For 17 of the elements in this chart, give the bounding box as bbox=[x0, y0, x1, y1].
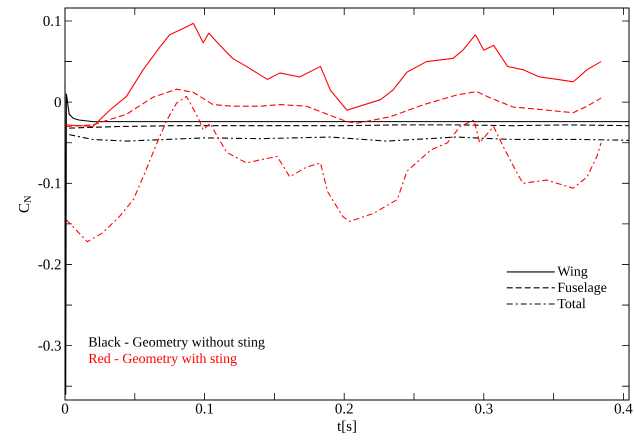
annotation: Red - Geometry with sting bbox=[88, 353, 237, 366]
x-tick-label: 0.1 bbox=[196, 404, 214, 414]
x-axis-title: t[s] bbox=[337, 420, 356, 433]
y-tick-label: -0.2 bbox=[38, 259, 61, 270]
y-axis-title: C$_{N}$ bbox=[18, 196, 31, 212]
x-tick-label: 0 bbox=[62, 404, 68, 414]
x-tick-label: 0.2 bbox=[335, 404, 353, 414]
x-tick-label: 0.4 bbox=[614, 404, 633, 414]
legend-label: Wing bbox=[557, 266, 588, 279]
legend-label: Total bbox=[558, 298, 586, 308]
y-tick-label: 0.1 bbox=[43, 16, 61, 26]
y-tick-label: -0.1 bbox=[38, 178, 61, 188]
legend-label: Fuselage bbox=[558, 282, 606, 295]
y-tick-label: -0.3 bbox=[38, 340, 61, 351]
x-tick-label: 0.3 bbox=[475, 404, 493, 414]
y-tick-label: 0 bbox=[54, 97, 61, 108]
annotation: Black - Geometry without sting bbox=[88, 336, 265, 350]
